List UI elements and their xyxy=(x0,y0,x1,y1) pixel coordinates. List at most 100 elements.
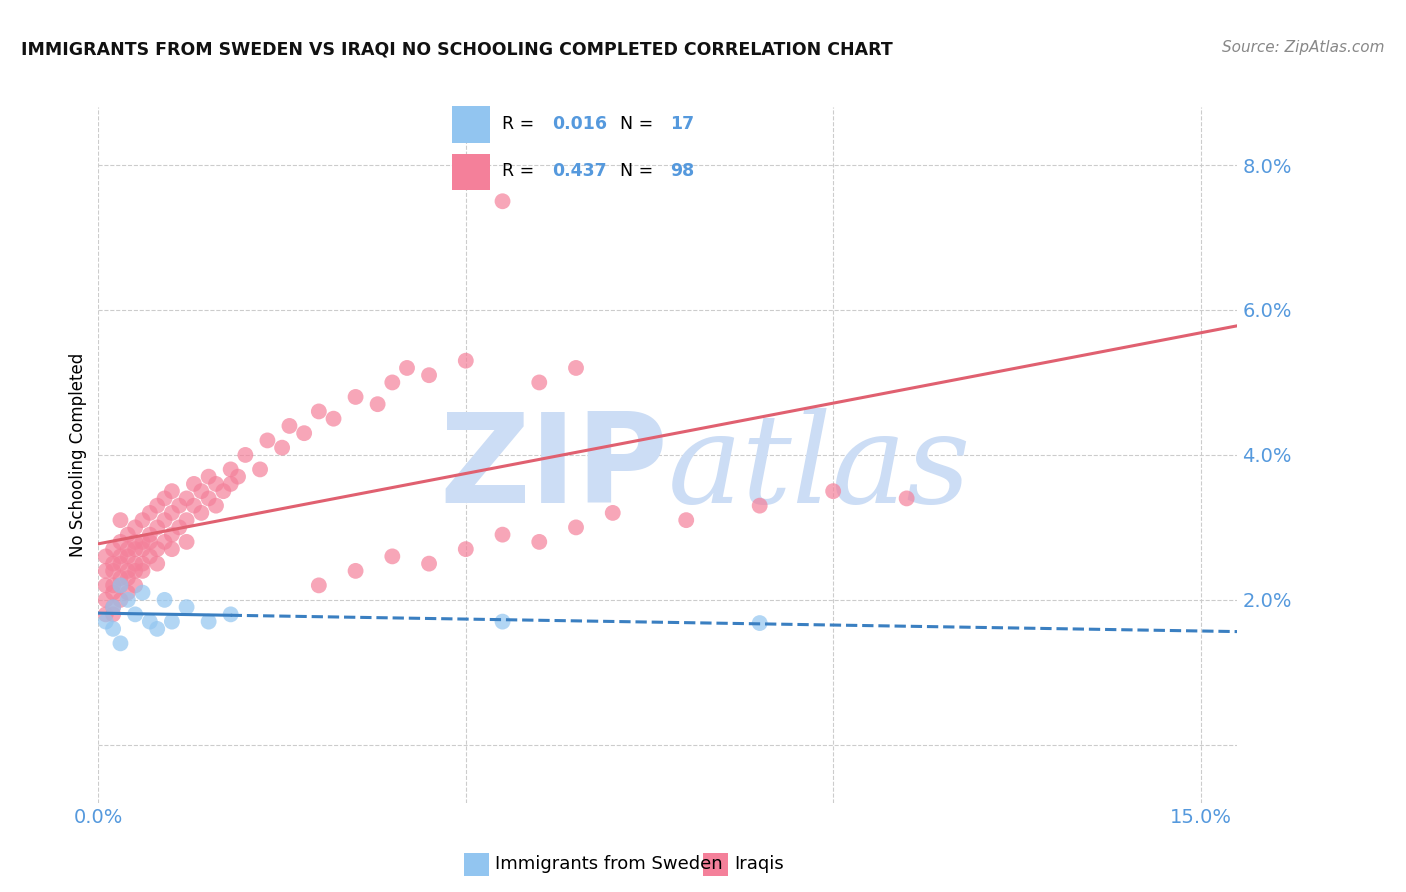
Point xyxy=(454,353,477,368)
Point xyxy=(117,592,139,607)
Point xyxy=(110,534,132,549)
Point xyxy=(344,390,367,404)
Point xyxy=(139,549,162,564)
Point xyxy=(529,534,551,549)
Point xyxy=(602,506,624,520)
Point xyxy=(176,513,198,527)
Text: ZIP: ZIP xyxy=(439,409,668,529)
Text: atlas: atlas xyxy=(668,408,972,530)
Point xyxy=(160,527,183,541)
Point xyxy=(197,469,219,483)
Point xyxy=(146,542,169,557)
Point xyxy=(110,636,132,650)
Text: N =: N = xyxy=(620,162,659,180)
Point xyxy=(176,491,198,506)
Point xyxy=(117,527,139,541)
Point xyxy=(219,476,242,491)
Point xyxy=(101,585,124,599)
Point xyxy=(131,513,153,527)
Text: IMMIGRANTS FROM SWEDEN VS IRAQI NO SCHOOLING COMPLETED CORRELATION CHART: IMMIGRANTS FROM SWEDEN VS IRAQI NO SCHOO… xyxy=(21,40,893,58)
Point xyxy=(249,462,271,476)
Point xyxy=(256,434,278,448)
Point xyxy=(308,404,330,418)
Point xyxy=(197,491,219,506)
Text: 0.437: 0.437 xyxy=(553,162,607,180)
Point xyxy=(153,534,176,549)
Point xyxy=(101,600,124,615)
Point xyxy=(94,615,117,629)
Point xyxy=(94,578,117,592)
Point xyxy=(124,534,146,549)
Point xyxy=(344,564,367,578)
Point xyxy=(110,557,132,571)
Point xyxy=(101,622,124,636)
Text: Iraqis: Iraqis xyxy=(734,855,783,873)
Text: R =: R = xyxy=(502,115,540,133)
Point xyxy=(139,534,162,549)
Point xyxy=(153,491,176,506)
Point xyxy=(117,564,139,578)
Point xyxy=(94,549,117,564)
Point xyxy=(94,564,117,578)
Point xyxy=(117,542,139,557)
Point xyxy=(205,476,228,491)
Point xyxy=(491,615,513,629)
Point xyxy=(117,585,139,599)
Text: N =: N = xyxy=(620,115,659,133)
Point xyxy=(117,549,139,564)
Point xyxy=(176,534,198,549)
Point xyxy=(153,513,176,527)
Point xyxy=(124,564,146,578)
Point xyxy=(167,499,190,513)
Point xyxy=(219,607,242,622)
Point xyxy=(675,513,697,527)
Point xyxy=(131,557,153,571)
Point xyxy=(308,578,330,592)
Point xyxy=(322,411,344,425)
Text: 98: 98 xyxy=(671,162,695,180)
Point xyxy=(110,592,132,607)
Point xyxy=(529,376,551,390)
Text: Immigrants from Sweden: Immigrants from Sweden xyxy=(495,855,723,873)
Point xyxy=(101,578,124,592)
Point xyxy=(367,397,389,411)
Point xyxy=(565,361,588,376)
Point xyxy=(101,564,124,578)
Point xyxy=(190,484,212,499)
Point xyxy=(160,484,183,499)
Point xyxy=(491,527,513,541)
Point xyxy=(212,484,235,499)
Point xyxy=(94,607,117,622)
Point xyxy=(139,615,162,629)
Point xyxy=(146,499,169,513)
Point xyxy=(124,607,146,622)
Point xyxy=(565,520,588,534)
FancyBboxPatch shape xyxy=(451,106,491,144)
Point xyxy=(101,542,124,557)
Point xyxy=(131,534,153,549)
FancyBboxPatch shape xyxy=(451,153,491,190)
Point xyxy=(491,194,513,209)
Point xyxy=(110,571,132,585)
Point xyxy=(395,361,418,376)
Point xyxy=(146,557,169,571)
Point xyxy=(454,542,477,557)
Point xyxy=(101,557,124,571)
Point xyxy=(418,557,440,571)
Point xyxy=(235,448,257,462)
Point xyxy=(160,542,183,557)
Y-axis label: No Schooling Completed: No Schooling Completed xyxy=(69,353,87,557)
Point xyxy=(110,578,132,592)
Point xyxy=(131,564,153,578)
Point xyxy=(131,542,153,557)
Text: Source: ZipAtlas.com: Source: ZipAtlas.com xyxy=(1222,40,1385,55)
Point xyxy=(124,557,146,571)
Point xyxy=(101,607,124,622)
Point xyxy=(139,506,162,520)
Point xyxy=(131,585,153,599)
Point xyxy=(94,592,117,607)
Point xyxy=(219,462,242,476)
Point xyxy=(748,615,770,630)
Point xyxy=(418,368,440,383)
Point xyxy=(896,491,918,506)
